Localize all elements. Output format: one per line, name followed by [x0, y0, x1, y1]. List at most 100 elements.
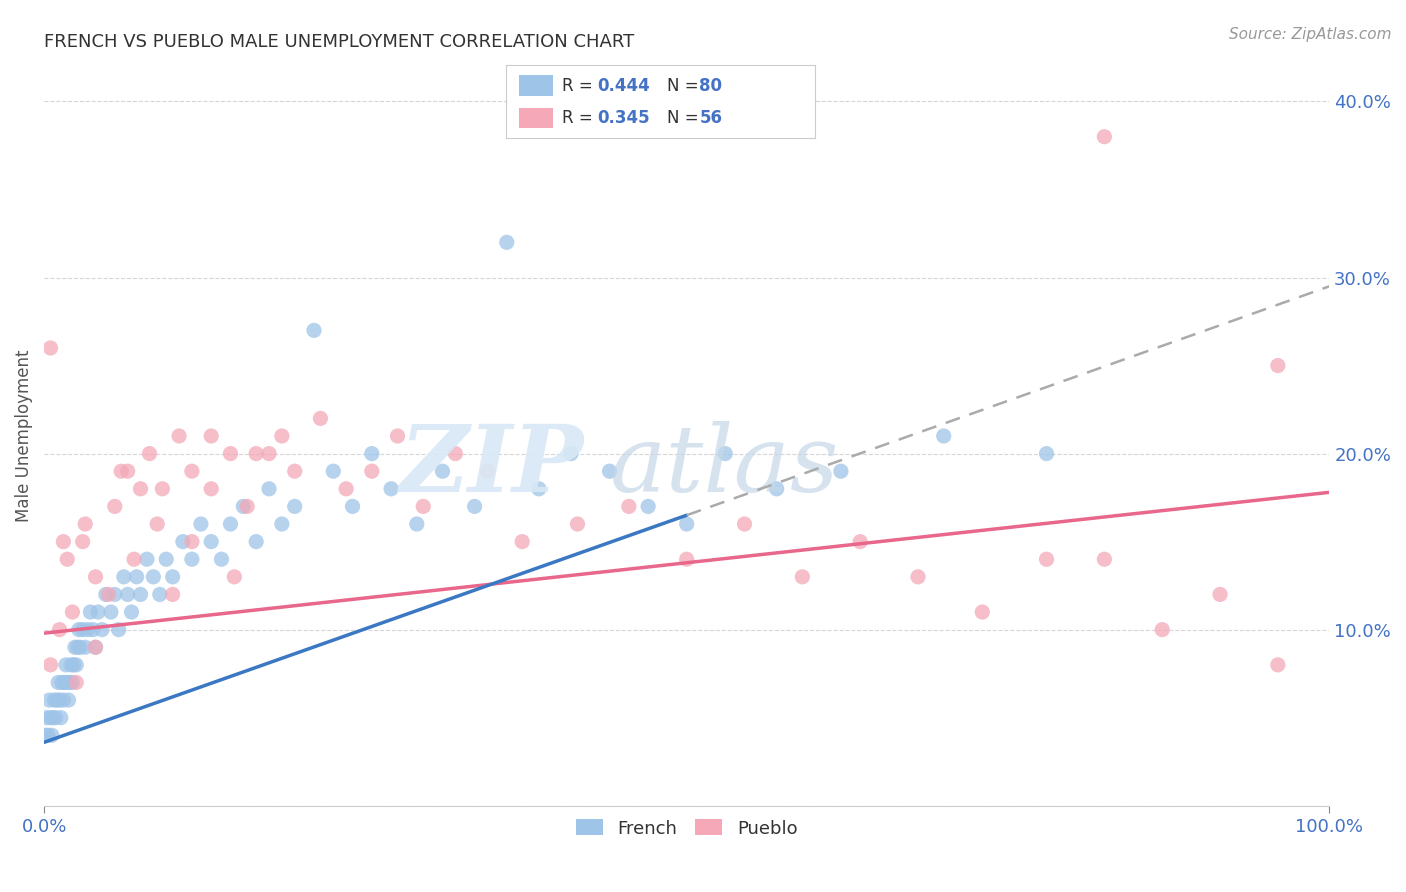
Point	[56, 552, 79, 566]
Text: 0.444: 0.444	[598, 77, 650, 95]
Point	[477, 464, 499, 478]
Point	[675, 552, 697, 566]
Point	[51, 675, 73, 690]
Point	[52, 693, 75, 707]
Point	[734, 516, 756, 531]
Point	[35, 711, 58, 725]
Point	[907, 570, 929, 584]
Point	[617, 500, 640, 514]
Point	[405, 516, 427, 531]
Point	[180, 464, 202, 478]
Point	[146, 516, 169, 531]
Point	[302, 323, 325, 337]
Point	[45, 711, 67, 725]
Point	[495, 235, 517, 250]
Point	[107, 623, 129, 637]
Point	[75, 640, 97, 655]
Point	[1035, 447, 1057, 461]
Point	[72, 623, 94, 637]
Point	[62, 657, 84, 672]
Point	[63, 640, 86, 655]
Point	[39, 341, 62, 355]
Point	[219, 447, 242, 461]
Point	[190, 516, 212, 531]
Point	[1209, 587, 1232, 601]
Point	[122, 552, 145, 566]
Point	[599, 464, 621, 478]
Point	[792, 570, 814, 584]
Point	[94, 587, 117, 601]
Point	[37, 728, 59, 742]
Text: atlas: atlas	[610, 420, 839, 510]
Point	[149, 587, 172, 601]
Point	[121, 605, 143, 619]
Text: ZIP: ZIP	[399, 420, 583, 510]
Point	[46, 675, 69, 690]
Point	[849, 534, 872, 549]
Point	[91, 623, 114, 637]
Point	[60, 605, 83, 619]
Text: FRENCH VS PUEBLO MALE UNEMPLOYMENT CORRELATION CHART: FRENCH VS PUEBLO MALE UNEMPLOYMENT CORRE…	[44, 33, 634, 51]
Point	[129, 482, 152, 496]
Point	[510, 534, 533, 549]
Text: R =: R =	[562, 77, 598, 95]
Point	[932, 429, 955, 443]
Text: R =: R =	[562, 109, 598, 127]
Point	[387, 429, 409, 443]
Point	[1267, 657, 1289, 672]
Point	[48, 623, 70, 637]
Legend: French, Pueblo: French, Pueblo	[568, 812, 804, 845]
Point	[224, 570, 246, 584]
Point	[675, 516, 697, 531]
Point	[567, 516, 589, 531]
Point	[52, 534, 75, 549]
Point	[180, 552, 202, 566]
Text: N =: N =	[666, 109, 704, 127]
Point	[75, 516, 97, 531]
Point	[100, 605, 122, 619]
Text: Source: ZipAtlas.com: Source: ZipAtlas.com	[1229, 27, 1392, 42]
Point	[284, 464, 307, 478]
Point	[48, 693, 70, 707]
Point	[335, 482, 357, 496]
FancyBboxPatch shape	[519, 108, 553, 128]
Point	[110, 464, 132, 478]
Point	[232, 500, 254, 514]
Point	[245, 447, 267, 461]
Point	[69, 640, 91, 655]
Point	[79, 605, 101, 619]
Point	[765, 482, 787, 496]
Point	[59, 675, 82, 690]
Point	[360, 464, 382, 478]
Point	[527, 482, 550, 496]
Point	[67, 623, 90, 637]
Point	[97, 587, 120, 601]
Point	[714, 447, 737, 461]
Text: N =: N =	[666, 77, 704, 95]
Point	[162, 587, 184, 601]
Point	[1092, 129, 1115, 144]
Point	[257, 447, 280, 461]
Point	[76, 623, 98, 637]
Point	[162, 570, 184, 584]
Point	[380, 482, 402, 496]
Point	[219, 516, 242, 531]
Point	[39, 711, 62, 725]
Point	[65, 675, 87, 690]
Point	[42, 711, 65, 725]
Point	[87, 605, 110, 619]
Point	[39, 657, 62, 672]
Point	[117, 464, 139, 478]
Point	[44, 693, 66, 707]
Point	[284, 500, 307, 514]
Point	[84, 640, 107, 655]
Point	[138, 447, 160, 461]
Point	[412, 500, 434, 514]
Point	[432, 464, 454, 478]
Point	[637, 500, 659, 514]
Point	[60, 657, 83, 672]
Text: 80: 80	[699, 77, 723, 95]
Point	[46, 693, 69, 707]
Point	[104, 500, 127, 514]
Point	[155, 552, 177, 566]
